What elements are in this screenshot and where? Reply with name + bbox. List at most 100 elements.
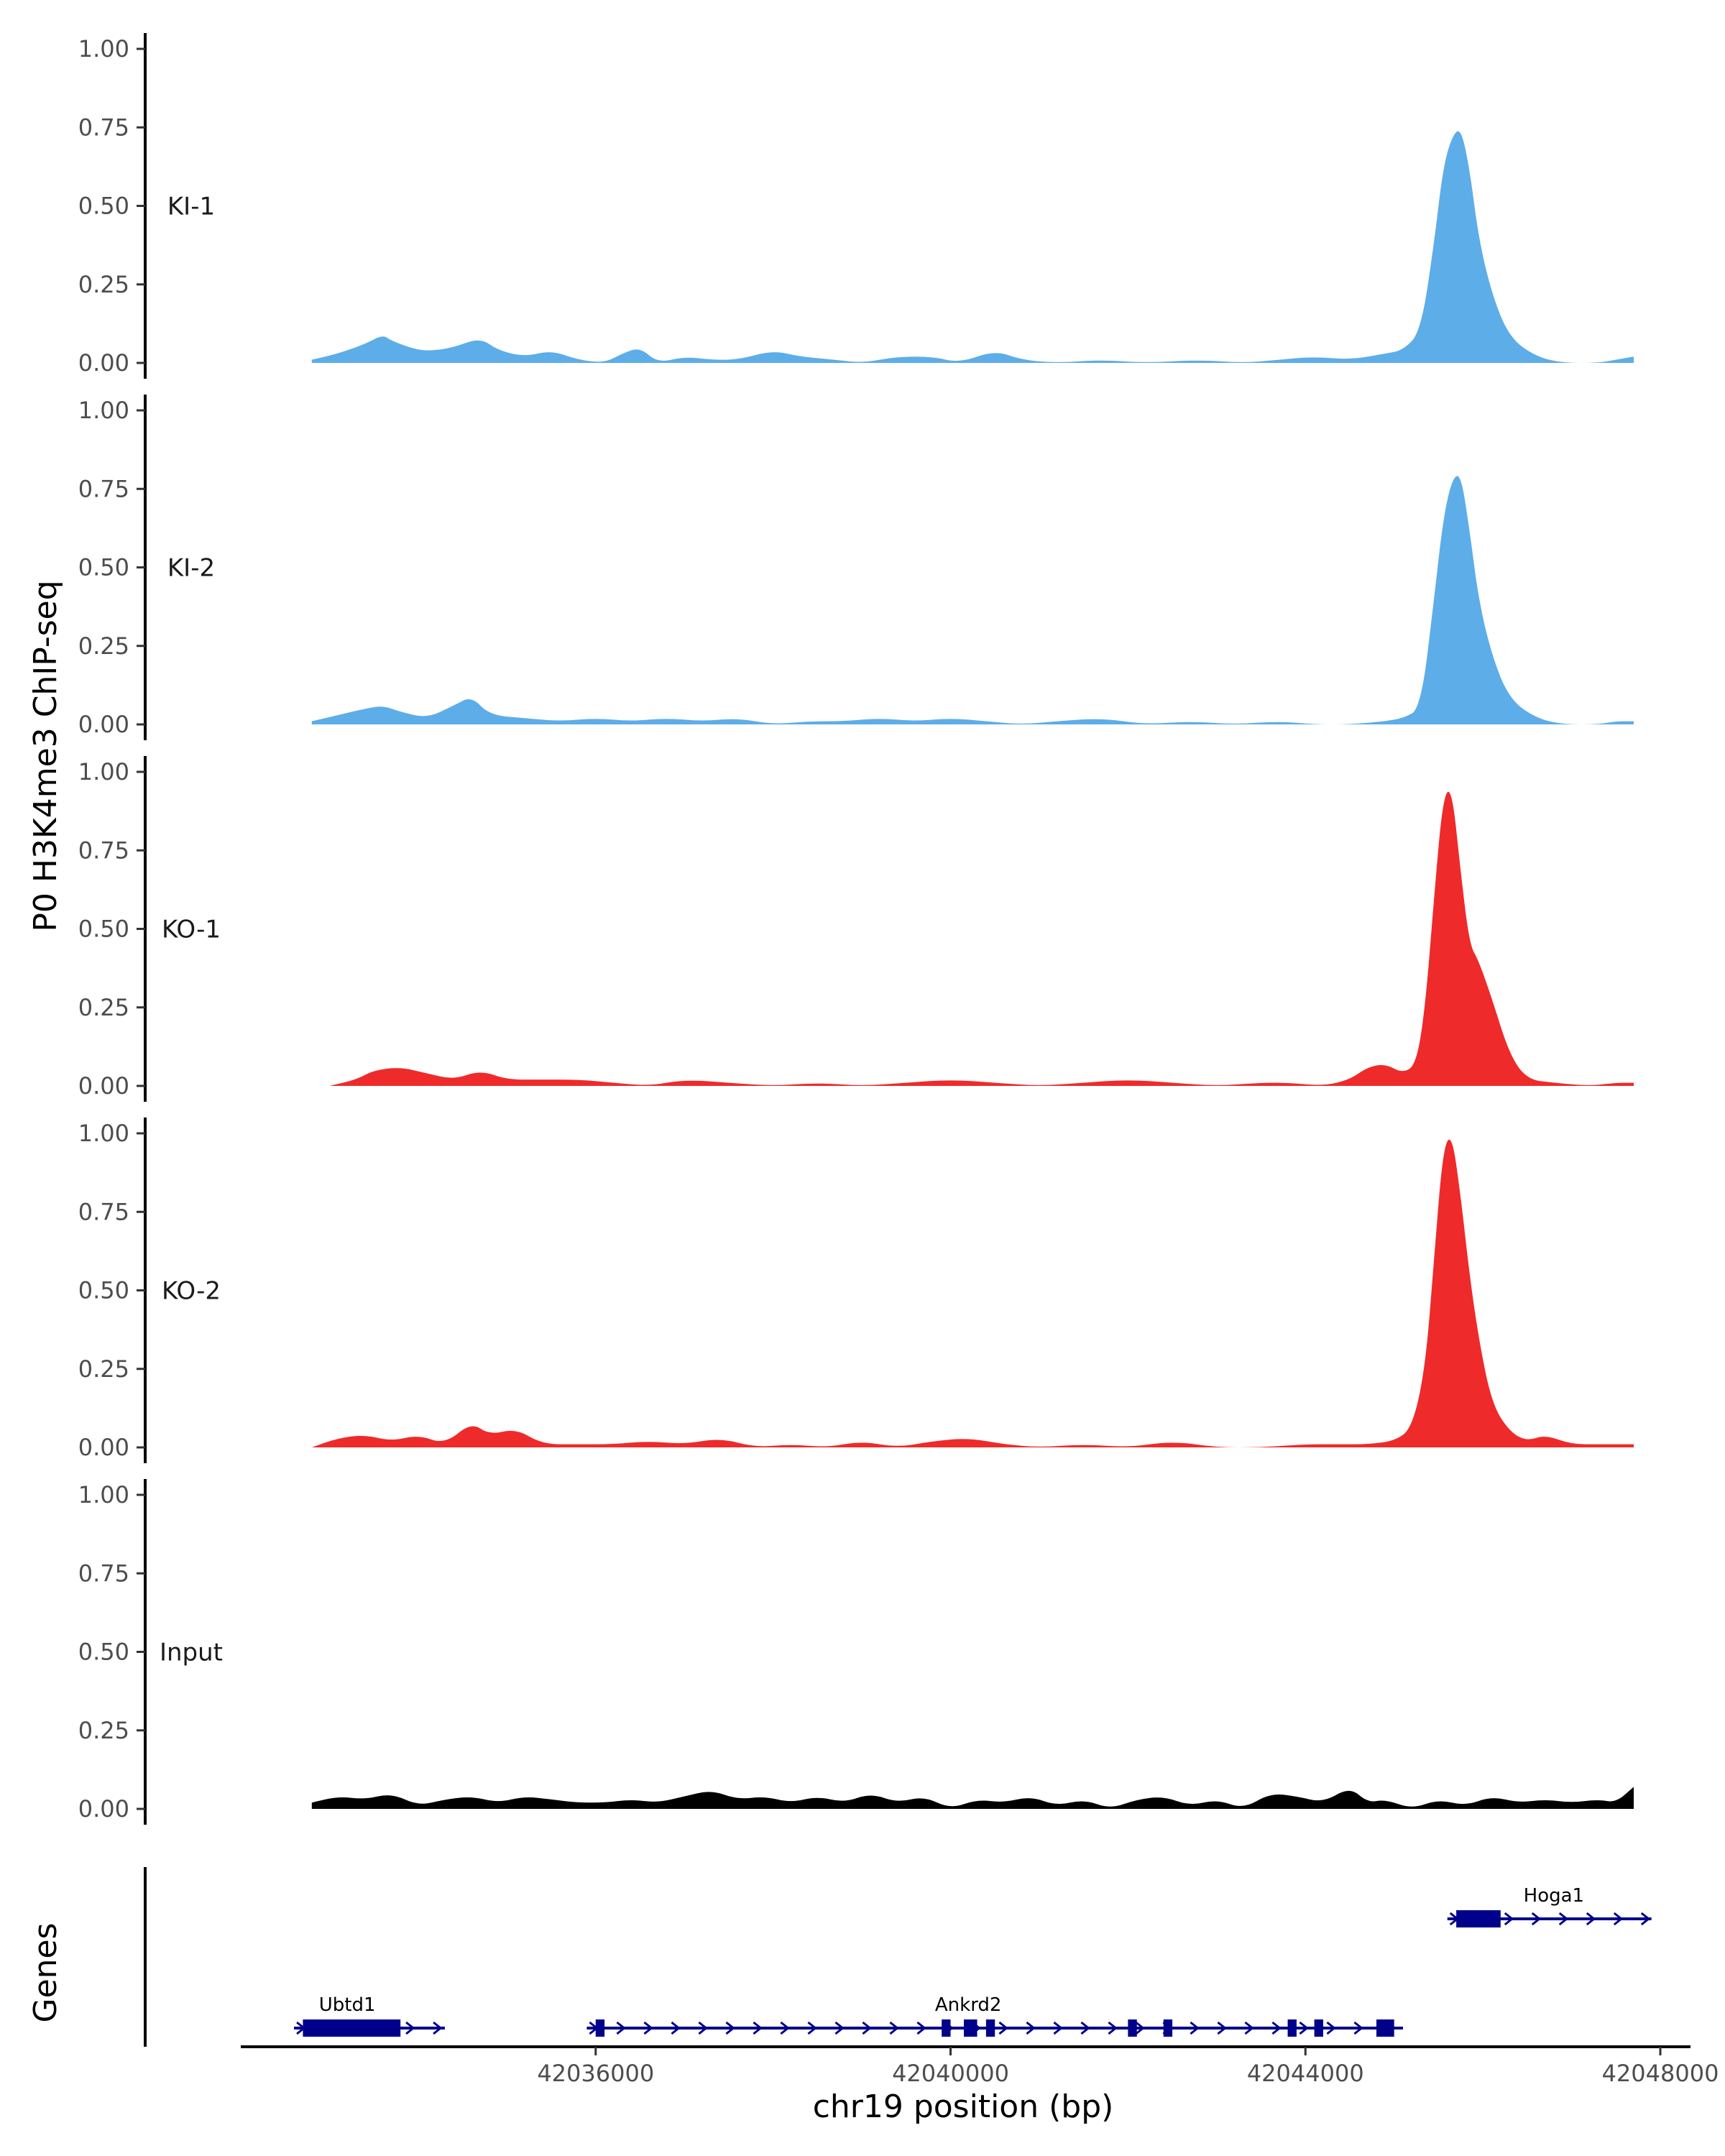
strand-arrow (1244, 2021, 1254, 2035)
strand-arrow (1586, 1912, 1596, 1926)
strand-arrow (433, 2021, 443, 2035)
signal-area-ko-2 (311, 1139, 1634, 1447)
exon-block (1456, 1910, 1501, 1927)
y-tick-label: 0.00 (78, 1795, 129, 1823)
y-tick-label: 0.75 (78, 1198, 129, 1225)
y-tick-label: 1.00 (78, 1481, 129, 1508)
y-tick-label: 1.00 (78, 758, 129, 786)
track-label-ki-1: KI-1 (167, 193, 215, 221)
strand-arrow (671, 2021, 681, 2035)
x-axis: 42036000 42040000 42044000 42048000 (241, 2045, 1719, 2087)
strand-arrow (1504, 1912, 1514, 1926)
signal-area-input (311, 1787, 1634, 1809)
track-label-input: Input (160, 1639, 223, 1667)
strand-arrow (643, 2021, 653, 2035)
strand-arrow (1271, 2021, 1282, 2035)
strand-arrow (780, 2021, 790, 2035)
y-tick-label: 0.25 (78, 632, 129, 660)
exon-block (1128, 2019, 1137, 2037)
signal-area-ki-2 (311, 476, 1634, 724)
strand-arrow (807, 2021, 817, 2035)
y-tick-label: 0.50 (78, 1277, 129, 1304)
strand-arrow (1053, 2021, 1063, 2035)
y-tick-label: 0.25 (78, 1717, 129, 1744)
signal-tracks: 0.00 0.25 0.50 0.75 1.00 KI-1 0.00 0.25 0.50 0.75… (78, 33, 1634, 1825)
y-tick-label: 0.25 (78, 271, 129, 298)
strand-arrow (1026, 2021, 1036, 2035)
track-ki-2: 0.00 0.25 0.50 0.75 1.00 KI-2 (78, 395, 1634, 740)
gene-ubtd1: Ubtd1 (294, 1994, 445, 2037)
strand-arrow (725, 2021, 735, 2035)
track-label-ko-2: KO-2 (162, 1277, 221, 1306)
strand-arrow (1299, 2021, 1309, 2035)
y-tick-label: 1.00 (78, 397, 129, 424)
x-tick-label: 42040000 (892, 2060, 1009, 2087)
track-label-ki-2: KI-2 (167, 554, 215, 583)
strand-arrow (1108, 2021, 1118, 2035)
exon-block (1376, 2019, 1394, 2037)
strand-arrow (998, 2021, 1008, 2035)
exon-block (1163, 2019, 1173, 2037)
signal-area-ko-1 (329, 791, 1634, 1086)
y-tick-label: 1.00 (78, 35, 129, 63)
y-tick-label: 0.00 (78, 1434, 129, 1461)
x-tick-label: 42048000 (1602, 2060, 1719, 2087)
track-ki-1: 0.00 0.25 0.50 0.75 1.00 KI-1 (78, 33, 1634, 379)
y-tick-label: 0.00 (78, 349, 129, 377)
strand-arrow (1326, 2021, 1336, 2035)
y-tick-label: 0.50 (78, 554, 129, 581)
strand-arrow (1353, 2021, 1363, 2035)
track-input: 0.00 0.25 0.50 0.75 1.00 Input (78, 1479, 1634, 1825)
exon-block (964, 2019, 978, 2037)
strand-arrow (1217, 2021, 1227, 2035)
strand-arrow (1613, 1912, 1624, 1926)
strand-arrow (616, 2021, 626, 2035)
strand-arrow (916, 2021, 926, 2035)
y-tick-label: 0.75 (78, 114, 129, 141)
exon-block (942, 2019, 951, 2037)
strand-arrow (405, 2021, 415, 2035)
exon-block (1314, 2019, 1323, 2037)
y-tick-label: 0.00 (78, 1072, 129, 1100)
gene-annotation-panel: Ubtd1 Ankrd2 Hoga1 (144, 1867, 1652, 2047)
track-label-ko-1: KO-1 (162, 916, 221, 944)
gene-hoga1: Hoga1 (1447, 1885, 1652, 1927)
gene-label-ubtd1: Ubtd1 (319, 1994, 376, 2016)
strand-arrow (862, 2021, 872, 2035)
strand-arrow (1558, 1912, 1569, 1926)
exon-block (985, 2019, 995, 2037)
strand-arrow (1640, 1912, 1651, 1926)
track-ko-1: 0.00 0.25 0.50 0.75 1.00 KO-1 (78, 756, 1634, 1102)
signal-area-ki-1 (311, 131, 1634, 363)
y-axis-title: P0 H3K4me3 ChIP-seq (27, 580, 64, 931)
x-axis-title: chr19 position (bp) (813, 2088, 1114, 2125)
strand-arrow (1080, 2021, 1090, 2035)
y-tick-label: 1.00 (78, 1120, 129, 1147)
genes-panel-title: Genes (27, 1922, 64, 2022)
gene-label-hoga1: Hoga1 (1524, 1885, 1584, 1907)
track-ko-2: 0.00 0.25 0.50 0.75 1.00 KO-2 (78, 1118, 1634, 1463)
y-tick-label: 0.50 (78, 916, 129, 943)
strand-arrow (753, 2021, 763, 2035)
x-tick-label: 42036000 (537, 2060, 654, 2087)
strand-arrow (1190, 2021, 1200, 2035)
strand-arrow (834, 2021, 845, 2035)
y-tick-label: 0.75 (78, 475, 129, 502)
strand-arrow (1135, 2021, 1145, 2035)
y-tick-label: 0.50 (78, 193, 129, 220)
y-tick-label: 0.75 (78, 837, 129, 864)
strand-arrow (889, 2021, 899, 2035)
exon-block (595, 2019, 605, 2037)
strand-arrow (1531, 1912, 1542, 1926)
y-tick-label: 0.25 (78, 994, 129, 1021)
y-tick-label: 0.75 (78, 1560, 129, 1587)
exon-block (1287, 2019, 1297, 2037)
gene-ankrd2: Ankrd2 (586, 1994, 1404, 2037)
y-tick-label: 0.00 (78, 711, 129, 738)
strand-arrow (698, 2021, 708, 2035)
gene-label-ankrd2: Ankrd2 (935, 1994, 1002, 2016)
x-tick-label: 42044000 (1247, 2060, 1364, 2087)
exon-block (303, 2019, 401, 2037)
y-tick-label: 0.25 (78, 1355, 129, 1383)
